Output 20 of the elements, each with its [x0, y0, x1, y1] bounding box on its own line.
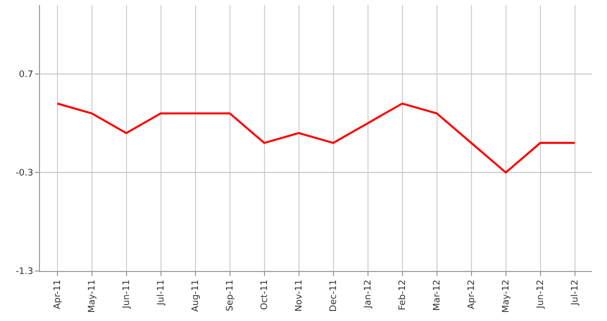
- x-tick-label: Dec-11: [329, 280, 340, 312]
- x-tick-label: May-12: [502, 280, 512, 313]
- x-tick-label: Feb-12: [398, 280, 408, 310]
- x-tick-label: Jul-11: [156, 280, 167, 306]
- x-tick-label: Mar-12: [432, 280, 443, 311]
- y-tick-label: -0.3: [16, 168, 34, 179]
- x-tick-label: Apr-11: [53, 280, 64, 310]
- y-tick-label: -1.3: [16, 267, 34, 278]
- line-series: [56, 102, 576, 174]
- x-tick-label: Jun-12: [536, 280, 546, 310]
- x-tick-label: Nov-11: [294, 280, 305, 312]
- x-tick-label: Jul-12: [570, 280, 581, 306]
- x-tick-label: Aug-11: [191, 280, 202, 312]
- x-tick-label: Jun-11: [122, 280, 132, 310]
- y-tick-label: 0.7: [18, 70, 34, 80]
- x-tick-label: Sep-11: [226, 280, 236, 312]
- x-tick-label: Oct-11: [260, 280, 270, 310]
- x-tick-label: Jan-12: [364, 280, 374, 310]
- x-tick-label: Apr-12: [467, 280, 478, 310]
- x-tick-label: May-11: [88, 280, 98, 313]
